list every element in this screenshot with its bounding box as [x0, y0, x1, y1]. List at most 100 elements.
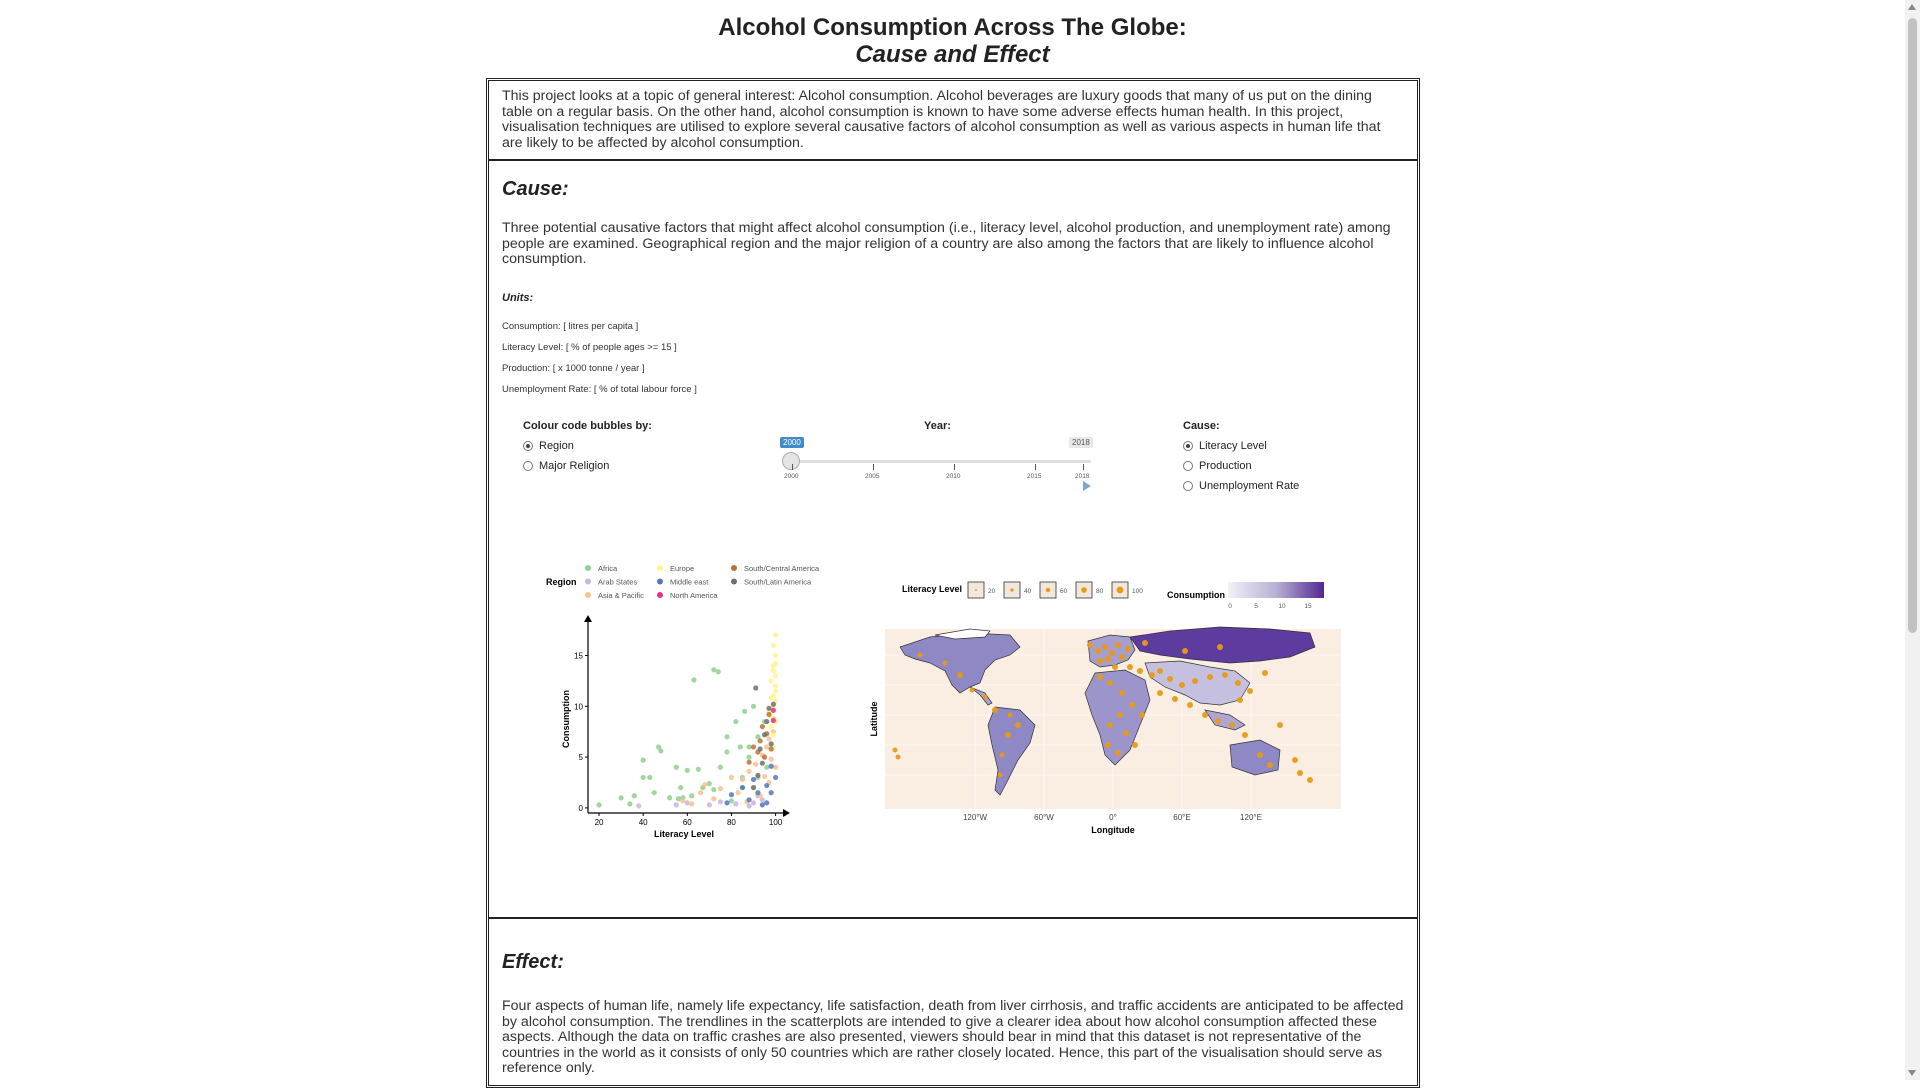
- map-bubble: [1167, 676, 1173, 682]
- map-bubble: [1192, 678, 1198, 684]
- map-bubble: [1242, 732, 1248, 738]
- radio-literacy[interactable]: Literacy Level: [1183, 440, 1267, 452]
- scatter-point: [750, 744, 757, 750]
- scatter-point: [770, 732, 776, 738]
- scatter-point: [724, 800, 730, 806]
- page-title-line1: Alcohol Consumption Across The Globe:: [718, 14, 1187, 41]
- scatter-y-arrow: [584, 615, 592, 622]
- scatter-point: [733, 718, 739, 725]
- scatter-legend: Region Africa Arab States Asia & Pacific Eur…: [546, 564, 820, 600]
- scatter-point: [631, 793, 637, 799]
- scatter-point: [673, 764, 679, 770]
- scatter-point: [711, 787, 717, 793]
- scatter-point: [770, 707, 776, 713]
- scatter-point: [717, 786, 724, 792]
- map-bubble: [1202, 712, 1208, 718]
- radio-unemployment[interactable]: Unemployment Rate: [1183, 480, 1299, 492]
- radio-dot-production[interactable]: [1183, 461, 1193, 471]
- scatter-point: [764, 718, 770, 725]
- map-bubble: [1149, 672, 1155, 678]
- literacy-legend-label: 80: [1096, 588, 1104, 595]
- scatter-legend-swatch: [585, 565, 591, 571]
- scatter-point: [764, 782, 770, 789]
- map-bubble: [1107, 722, 1113, 728]
- map-legend-literacy: 20 40 60 80 100: [967, 581, 1143, 599]
- map-bubble: [1097, 658, 1103, 664]
- scatter-axes: 20 40 60 80 100 0 5 10 15 Literacy Level Consumpti…: [561, 615, 790, 839]
- scatter-legend-label: Europe: [670, 564, 694, 573]
- map-bubble: [1139, 712, 1145, 718]
- map-lon-tick-label: 60°E: [1173, 813, 1190, 822]
- effect-heading: Effect:: [502, 951, 564, 973]
- scatter-point: [689, 801, 695, 807]
- consumption-gradient: [1228, 582, 1324, 598]
- cause-section: Cause: Three potential causative factors…: [489, 163, 1417, 919]
- vertical-scrollbar[interactable]: [1905, 0, 1920, 1080]
- scatter-point: [739, 776, 746, 783]
- scatter-point: [746, 803, 752, 809]
- map-bubble: [1095, 648, 1101, 654]
- map-bubble: [957, 672, 963, 678]
- scatter-legend-label: North America: [670, 591, 718, 600]
- radio-dot-literacy[interactable]: [1183, 441, 1193, 451]
- scatter-point: [735, 790, 741, 796]
- russia-shape: [1129, 626, 1316, 664]
- map-bubble: [1247, 688, 1253, 694]
- scatter-point: [739, 784, 746, 791]
- radio-dot-unemployment[interactable]: [1183, 481, 1193, 491]
- scatter-x-tick-label: 80: [727, 818, 736, 827]
- scatter-x-tick-label: 40: [639, 818, 648, 827]
- scatter-point: [737, 744, 743, 750]
- literacy-legend-bubble: [1010, 588, 1014, 592]
- year-slider-track[interactable]: [791, 460, 1091, 463]
- year-value-badge: 2000: [780, 437, 804, 448]
- scatter-point: [766, 711, 772, 718]
- consumption-legend-tick: 0: [1228, 603, 1232, 610]
- radio-religion[interactable]: Major Religion: [523, 460, 609, 472]
- scatter-point: [711, 796, 717, 802]
- page-title: Alcohol Consumption Across The Globe: Ca…: [0, 14, 1905, 68]
- scatter-point: [766, 705, 772, 711]
- map-bubble: [1107, 680, 1113, 686]
- map-bubble: [999, 752, 1005, 758]
- scatter-point: [768, 741, 774, 747]
- scatter-point: [761, 732, 768, 738]
- scatter-point: [770, 642, 776, 648]
- scroll-up-icon[interactable]: [1908, 4, 1916, 10]
- content-frame: This project looks at a topic of general…: [486, 78, 1420, 1088]
- scatter-chart: Region Africa Arab States Asia & Pacific Eur…: [546, 564, 820, 839]
- scatter-x-arrow: [783, 809, 790, 817]
- map-bubble: [1109, 650, 1115, 656]
- scroll-thumb[interactable]: [1908, 18, 1917, 633]
- scatter-point: [673, 802, 679, 808]
- map-ylabel: Latitude: [869, 702, 879, 737]
- scatter-point: [755, 772, 761, 778]
- radio-region-label: Region: [539, 440, 574, 452]
- scatter-legend-swatch: [585, 592, 591, 598]
- map-bubble: [1292, 757, 1298, 763]
- scatter-ylabel: Consumption: [561, 690, 571, 748]
- effect-description: Four aspects of human life, namely life …: [502, 998, 1404, 1077]
- radio-production[interactable]: Production: [1183, 460, 1252, 472]
- scatter-point: [717, 799, 724, 805]
- scroll-down-icon[interactable]: [1908, 1070, 1916, 1076]
- radio-dot-religion[interactable]: [523, 461, 533, 471]
- radio-region[interactable]: Region: [523, 440, 574, 452]
- scatter-point: [706, 802, 712, 808]
- scatter-point: [772, 683, 779, 689]
- scatter-point: [640, 757, 646, 763]
- scatter-point: [750, 776, 757, 783]
- map-bubbles: [892, 640, 1313, 783]
- cause-label: Cause:: [1183, 420, 1220, 432]
- scatter-point: [695, 766, 701, 772]
- scatter-legend-label: Arab States: [598, 578, 637, 587]
- scatter-y-tick-label: 15: [574, 651, 583, 660]
- radio-dot-region[interactable]: [523, 441, 533, 451]
- map-bubble: [1297, 770, 1303, 776]
- map-lon-tick-label: 60°W: [1034, 813, 1054, 822]
- scatter-point: [746, 744, 752, 750]
- scatter-y-tick-label: 5: [579, 753, 584, 762]
- year-slider-handle[interactable]: [782, 452, 800, 470]
- scatter-point: [770, 717, 776, 724]
- play-icon[interactable]: [1083, 481, 1091, 491]
